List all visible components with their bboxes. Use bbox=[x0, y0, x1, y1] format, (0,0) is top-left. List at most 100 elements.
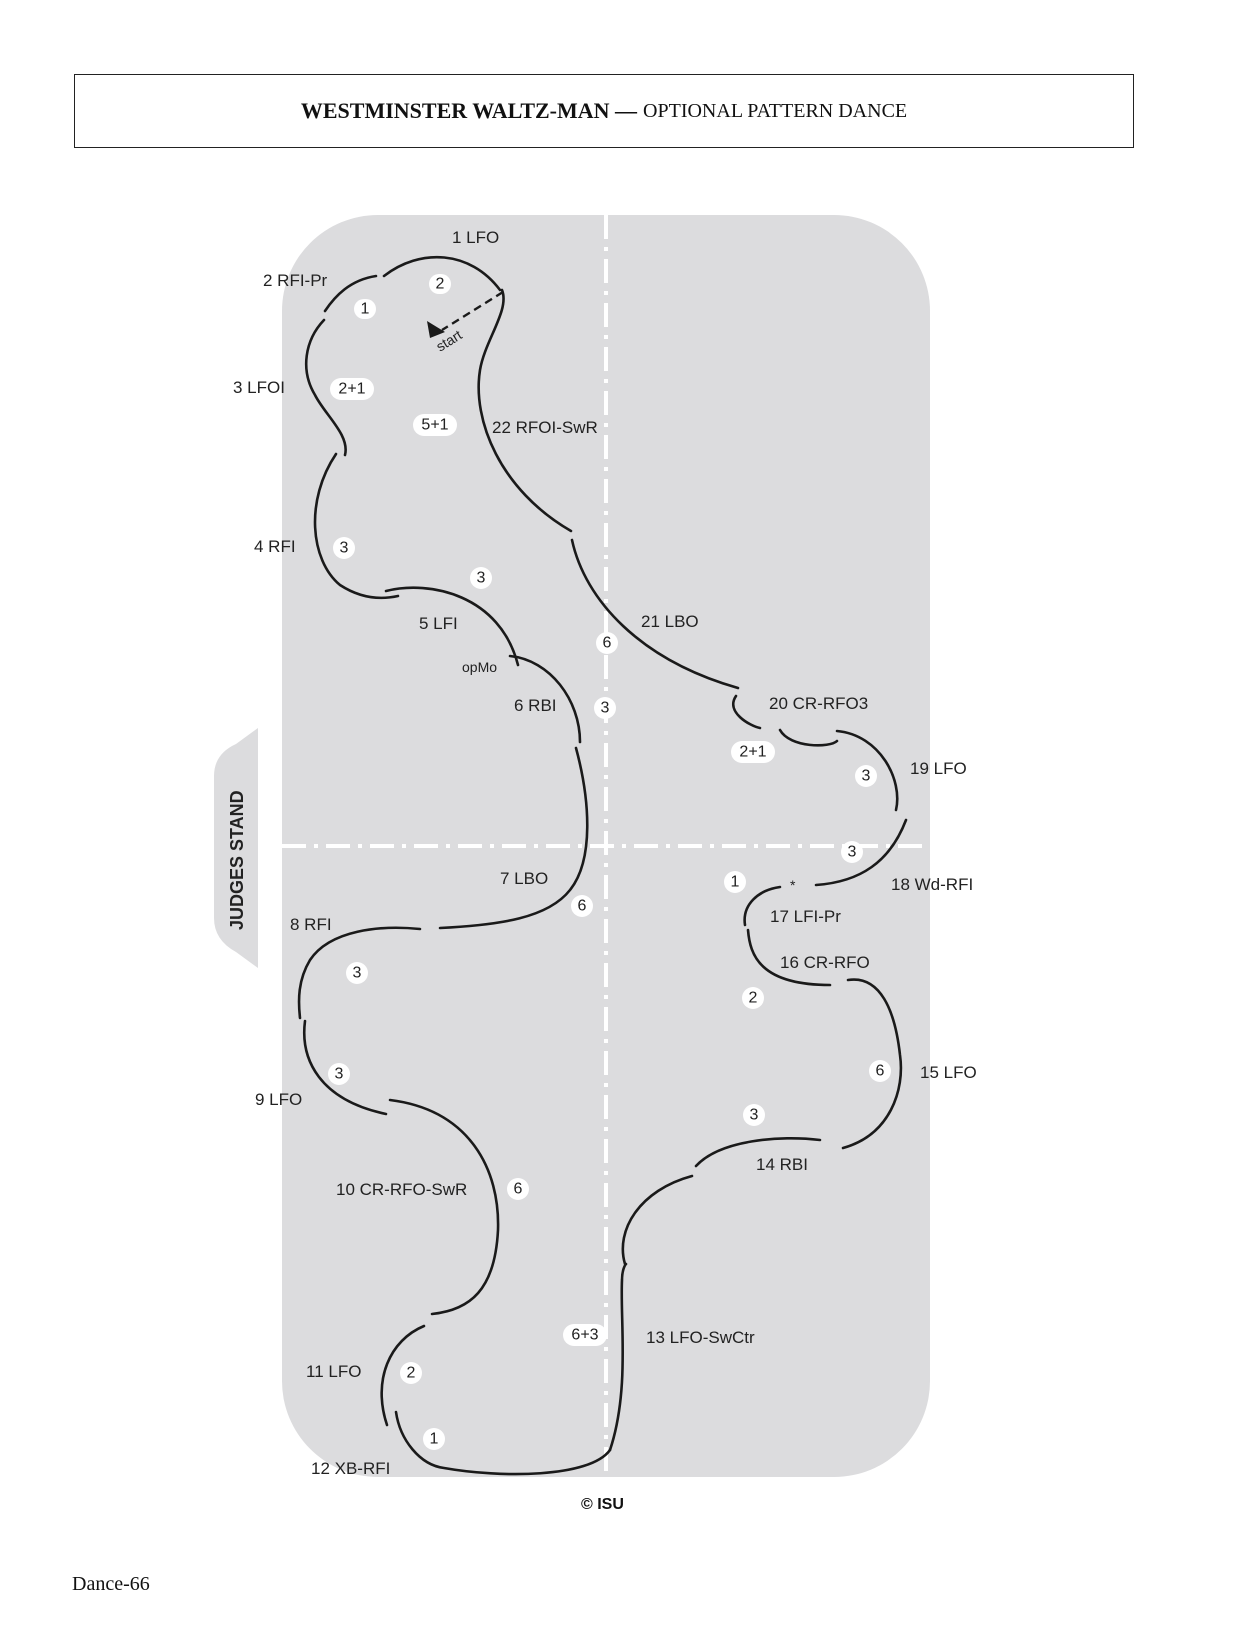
beat-marker: 3 bbox=[470, 567, 492, 589]
step-label: 4 RFI bbox=[254, 537, 296, 556]
beat-marker: 3 bbox=[328, 1063, 350, 1085]
edge-18-wd-rfi bbox=[814, 818, 908, 887]
beat-marker: 2 bbox=[742, 987, 764, 1009]
beat-marker: 2+1 bbox=[330, 378, 374, 400]
svg-text:6: 6 bbox=[603, 635, 612, 652]
judges-stand-tab bbox=[214, 728, 258, 968]
edge-4-rfi bbox=[313, 452, 400, 600]
edge-11-lfo bbox=[380, 1324, 426, 1427]
beat-marker: 1 bbox=[354, 299, 376, 319]
svg-text:3: 3 bbox=[353, 965, 362, 982]
edge-13-lfo-swctr bbox=[608, 1262, 628, 1452]
step-label: 2 RFI-Pr bbox=[263, 271, 328, 290]
step-labels: 1 LFO 2 RFI-Pr 3 LFOI 4 RFI 5 LFI opMo 6… bbox=[233, 228, 977, 1478]
beat-marker: 2 bbox=[429, 274, 451, 294]
beat-marker: 2 bbox=[400, 1362, 422, 1384]
svg-text:3: 3 bbox=[862, 768, 871, 785]
svg-text:1: 1 bbox=[430, 1431, 439, 1448]
beat-marker: 1 bbox=[724, 871, 746, 893]
step-label: 21 LBO bbox=[641, 612, 699, 631]
asterisk-mark: * bbox=[790, 877, 796, 893]
edge-13b-lfo-swctr bbox=[621, 1174, 694, 1266]
step-label: 14 RBI bbox=[756, 1155, 808, 1174]
beat-marker: 6 bbox=[507, 1178, 529, 1200]
beat-marker: 6 bbox=[571, 895, 593, 917]
judges-stand-label: JUDGES STAND bbox=[227, 790, 247, 930]
beat-marker: 2+1 bbox=[731, 741, 775, 763]
edge-5-lfi bbox=[384, 586, 520, 667]
beat-marker: 6 bbox=[596, 632, 618, 654]
beat-markers: 2 1 2+1 5+1 3 3 6 3 6 3 3 6 2 1 6+3 3 6 … bbox=[328, 274, 891, 1450]
title-box: WESTMINSTER WALTZ-MAN — OPTIONAL PATTERN… bbox=[74, 74, 1134, 148]
svg-text:1: 1 bbox=[731, 874, 740, 891]
edge-14-rbi bbox=[694, 1136, 822, 1168]
svg-text:3: 3 bbox=[848, 844, 857, 861]
step-label: 15 LFO bbox=[920, 1063, 977, 1082]
step-label: 16 CR-RFO bbox=[780, 953, 870, 972]
edge-17-lfi-pr bbox=[743, 885, 782, 927]
edge-22-rfoi-swr bbox=[477, 288, 573, 533]
beat-marker: 3 bbox=[743, 1104, 765, 1126]
step-label: 10 CR-RFO-SwR bbox=[336, 1180, 467, 1199]
edge-20-cr-rfo3 bbox=[732, 694, 839, 747]
page-number: Dance-66 bbox=[72, 1573, 150, 1595]
pattern-trace bbox=[297, 255, 908, 1476]
beat-marker: 3 bbox=[841, 841, 863, 863]
svg-text:3: 3 bbox=[601, 700, 610, 717]
edge-19-lfo bbox=[835, 729, 899, 812]
step-label: 20 CR-RFO3 bbox=[769, 694, 868, 713]
beat-marker: 5+1 bbox=[413, 414, 457, 436]
svg-text:3: 3 bbox=[477, 570, 486, 587]
svg-text:1: 1 bbox=[361, 301, 370, 318]
beat-marker: 6 bbox=[869, 1060, 891, 1082]
svg-text:3: 3 bbox=[335, 1066, 344, 1083]
page-title: WESTMINSTER WALTZ-MAN — bbox=[300, 98, 638, 123]
beat-marker: 3 bbox=[855, 765, 877, 787]
step-label: 9 LFO bbox=[255, 1090, 302, 1109]
step-label: 7 LBO bbox=[500, 869, 548, 888]
beat-marker: 3 bbox=[333, 537, 355, 559]
svg-text:6: 6 bbox=[514, 1181, 523, 1198]
step-label: 6 RBI bbox=[514, 696, 557, 715]
start-arrowhead bbox=[427, 321, 445, 338]
edge-8-rfi bbox=[297, 926, 422, 1020]
edge-1-lfo bbox=[382, 255, 502, 292]
edge-16-cr-rfo bbox=[746, 928, 832, 987]
svg-text:2+1: 2+1 bbox=[338, 381, 365, 398]
edge-12-xb-rfi bbox=[394, 1410, 612, 1476]
svg-text:5+1: 5+1 bbox=[421, 417, 448, 434]
edge-10-cr-rfo-swr bbox=[388, 1098, 500, 1316]
edge-3-lfoi bbox=[304, 318, 347, 457]
svg-text:6: 6 bbox=[578, 898, 587, 915]
step-label: 1 LFO bbox=[452, 228, 499, 247]
svg-text:2: 2 bbox=[407, 1365, 416, 1382]
svg-text:2: 2 bbox=[749, 990, 758, 1007]
svg-text:3: 3 bbox=[750, 1107, 759, 1124]
svg-text:2: 2 bbox=[436, 276, 445, 293]
start-line bbox=[441, 290, 504, 332]
step-label: opMo bbox=[462, 659, 497, 675]
step-label: 8 RFI bbox=[290, 915, 332, 934]
edge-21-lbo bbox=[570, 538, 740, 690]
edge-2-rfi-pr bbox=[323, 274, 378, 313]
step-label: 22 RFOI-SwR bbox=[492, 418, 598, 437]
beat-marker: 6+3 bbox=[563, 1324, 607, 1346]
step-label: 3 LFOI bbox=[233, 378, 285, 397]
edge-6-rbi bbox=[508, 654, 582, 744]
copyright: © ISU bbox=[581, 1496, 624, 1513]
beat-marker: 1 bbox=[423, 1428, 445, 1450]
edge-15-lfo bbox=[841, 978, 903, 1150]
step-label: 17 LFI-Pr bbox=[770, 907, 841, 926]
step-label: 5 LFI bbox=[419, 614, 458, 633]
svg-text:6: 6 bbox=[876, 1063, 885, 1080]
page-subtitle: OPTIONAL PATTERN DANCE bbox=[643, 99, 908, 122]
svg-text:6+3: 6+3 bbox=[571, 1327, 598, 1344]
svg-text:3: 3 bbox=[340, 540, 349, 557]
beat-marker: 3 bbox=[346, 962, 368, 984]
step-label: 11 LFO bbox=[306, 1362, 361, 1381]
edge-7-lbo bbox=[438, 746, 589, 930]
step-label: 19 LFO bbox=[910, 759, 967, 778]
step-label: 12 XB-RFI bbox=[311, 1459, 390, 1478]
step-label: 13 LFO-SwCtr bbox=[646, 1328, 755, 1347]
step-label: 18 Wd-RFI bbox=[891, 875, 973, 894]
